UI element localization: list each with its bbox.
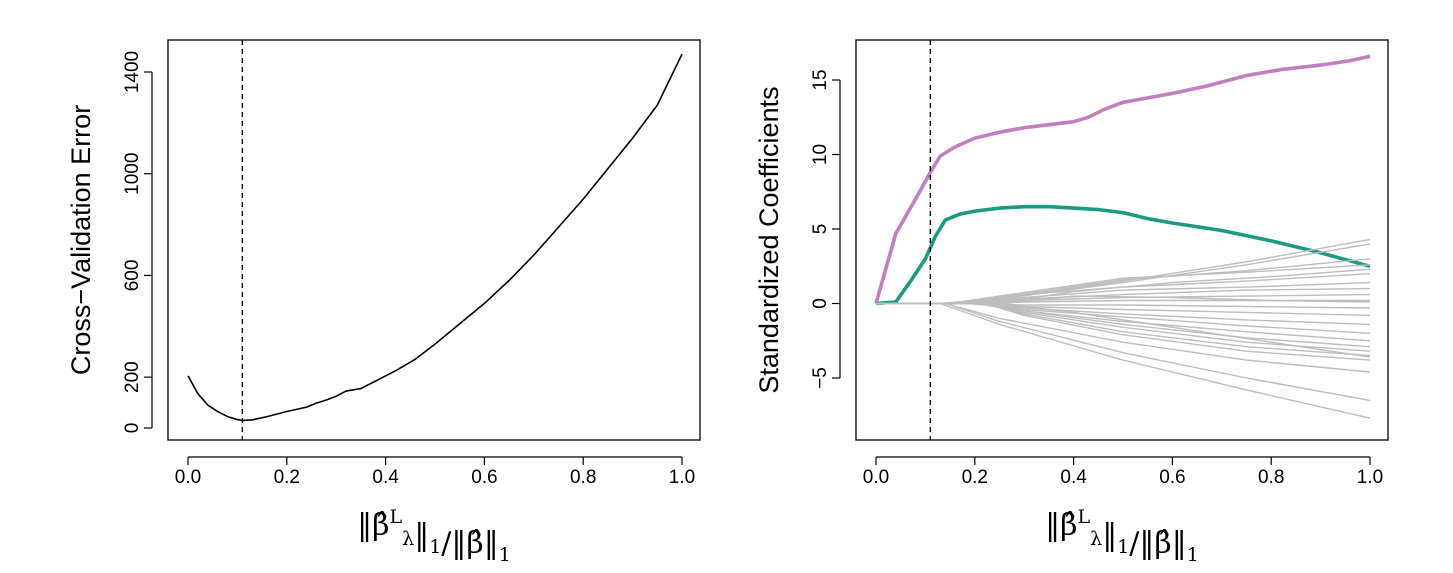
x-tick-label: 0.4 bbox=[372, 467, 399, 488]
y-axis-title: Cross−Validation Error bbox=[66, 105, 96, 375]
x-tick-label: 0.6 bbox=[471, 467, 497, 488]
y-tick-label: 0 bbox=[810, 298, 831, 309]
y-tick-label: −5 bbox=[810, 367, 831, 389]
series-line bbox=[876, 302, 1371, 352]
panel-coef: 0.0 0.2 0.4 0.6 0.8 1.0 −5 0 5 10 15 Standardized C… bbox=[754, 39, 1389, 566]
y-axis-title: Standardized Coefficients bbox=[754, 86, 784, 393]
series-line bbox=[876, 268, 1371, 305]
x-tick-label: 1.0 bbox=[669, 467, 695, 488]
series-line bbox=[875, 204, 1371, 306]
y-tick-label: 0 bbox=[122, 423, 143, 434]
x-tick-label: 1.0 bbox=[1357, 467, 1383, 488]
x-tick-label: 0.0 bbox=[175, 467, 201, 488]
x-axis-title: ‖β̂Lλ‖1/‖β̂‖1 bbox=[357, 506, 511, 566]
y-tick-label: 600 bbox=[122, 260, 143, 292]
series-line bbox=[876, 238, 1371, 305]
x-axis-title: ‖β̂Lλ‖1/‖β̂‖1 bbox=[1045, 506, 1199, 566]
series-line bbox=[874, 54, 1371, 304]
x-tick-label: 0.8 bbox=[570, 467, 596, 488]
x-tick-label: 0.2 bbox=[274, 467, 300, 488]
x-tick-label: 0.0 bbox=[863, 467, 889, 488]
series-line bbox=[876, 302, 1371, 334]
y-tick-label: 1000 bbox=[122, 153, 143, 195]
x-tick-label: 0.2 bbox=[962, 467, 988, 488]
y-tick-label: 1400 bbox=[122, 51, 143, 93]
x-tick-label: 0.4 bbox=[1060, 467, 1087, 488]
y-tick-label: 200 bbox=[122, 361, 143, 393]
y-tick-label: 10 bbox=[810, 144, 831, 165]
series-line bbox=[876, 302, 1371, 358]
panel-cv: 0.0 0.2 0.4 0.6 0.8 1.0 0 200 600 1000 1400 Cross−V… bbox=[66, 39, 701, 566]
y-tick-label: 15 bbox=[810, 69, 831, 90]
plot-frame bbox=[167, 39, 701, 441]
series-line bbox=[876, 295, 1371, 305]
y-tick-label: 5 bbox=[810, 224, 831, 235]
series-line bbox=[187, 53, 683, 422]
plot-frame bbox=[855, 39, 1389, 441]
x-tick-label: 0.8 bbox=[1258, 467, 1284, 488]
series-line bbox=[876, 302, 1371, 402]
x-tick-label: 0.6 bbox=[1159, 467, 1185, 488]
